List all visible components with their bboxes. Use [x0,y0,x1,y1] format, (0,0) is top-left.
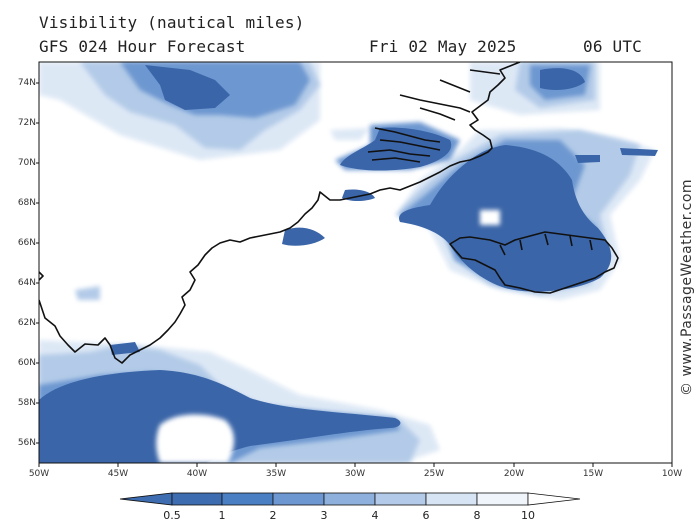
lat-label: 72N [17,118,36,128]
colorbar-arrow-right [527,492,581,506]
coastlines [39,62,619,364]
lat-label: 60N [17,358,36,368]
colorbar-segment [476,492,529,506]
lon-label: 30W [344,469,366,479]
lat-label: 68N [17,198,36,208]
colorbar-label: 0.5 [163,509,181,522]
colorbar-segment [272,492,325,506]
lon-label: 35W [265,469,287,479]
forecast-time: 06 UTC [583,37,642,56]
lon-label: 20W [503,469,525,479]
visibility-field [39,62,658,463]
colorbar-label: 2 [269,509,277,522]
lat-label: 66N [17,238,36,248]
greenland-coast [39,62,521,364]
lon-label: 50W [28,469,50,479]
lon-ticks [38,463,673,467]
lat-label: 56N [17,438,36,448]
lat-label: 62N [17,318,36,328]
lat-label: 64N [17,278,36,288]
colorbar-arrow-left [119,492,173,506]
lon-label: 15W [582,469,604,479]
visibility-zone-dense [39,65,658,463]
colorbar-segment [323,492,376,506]
colorbar-segment [374,492,427,506]
map-title: Visibility (nautical miles) [39,13,305,32]
colorbar-segment [221,492,274,506]
canada-coast [39,271,44,281]
lat-label: 58N [17,398,36,408]
colorbar-segment [425,492,478,506]
forecast-date: Fri 02 May 2025 [369,37,517,56]
colorbar-label: 8 [473,509,481,522]
copyright-watermark: © www.PassageWeather.com [679,178,695,396]
lon-label: 40W [186,469,208,479]
lon-label: 25W [423,469,445,479]
lat-ticks [36,82,39,444]
lat-label: 70N [17,158,36,168]
colorbar-label: 10 [521,509,535,522]
forecast-subtitle: GFS 024 Hour Forecast [39,37,246,56]
colorbar-label: 3 [320,509,328,522]
lat-label: 74N [17,78,36,88]
iceland-coast [449,231,619,294]
lon-label: 10W [661,469,683,479]
clear-zones [156,210,500,463]
colorbar [119,492,581,506]
colorbar-label: 1 [218,509,226,522]
colorbar-segment [171,492,223,506]
colorbar-label: 4 [371,509,379,522]
iceland-north-fjords [499,233,593,256]
lon-label: 45W [107,469,129,479]
colorbar-label: 6 [422,509,430,522]
greenland-fjords [367,69,501,163]
